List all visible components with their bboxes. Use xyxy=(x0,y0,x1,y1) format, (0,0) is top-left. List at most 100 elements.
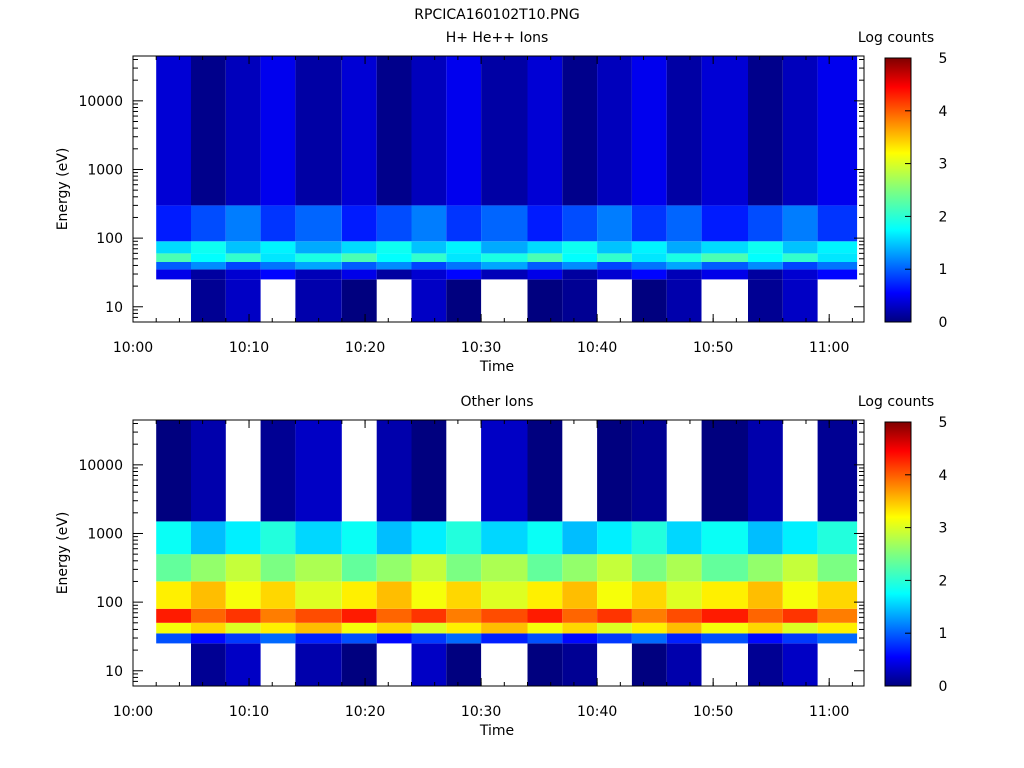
x-tick-label: 10:00 xyxy=(113,704,153,720)
heatmap-cell xyxy=(376,241,412,254)
x-tick-label: 10:40 xyxy=(577,340,617,356)
heatmap-cell xyxy=(411,521,447,555)
heatmap-cell xyxy=(446,622,482,634)
heatmap-cell xyxy=(701,253,748,262)
heatmap-cell xyxy=(295,269,342,280)
heatmap-cell xyxy=(562,622,598,634)
y-tick-label: 100 xyxy=(96,595,123,611)
heatmap-cell xyxy=(446,581,482,609)
heatmap-cell xyxy=(527,521,563,555)
heatmap-cell xyxy=(817,420,858,522)
heatmap-cell xyxy=(481,622,528,634)
heatmap-cell xyxy=(225,554,261,582)
heatmap-cell xyxy=(295,420,342,522)
colorbar-tick-label: 5 xyxy=(939,51,948,67)
colorbar-frame xyxy=(884,57,912,323)
heatmap-cell xyxy=(191,420,226,522)
heatmap-cell xyxy=(748,581,783,609)
colorbar-frame xyxy=(884,421,912,687)
heatmap-cell xyxy=(446,521,482,555)
heatmap-cell xyxy=(748,608,783,623)
heatmap-cell xyxy=(562,261,598,270)
x-tick-label: 10:00 xyxy=(113,340,153,356)
colorbar-tick-label: 4 xyxy=(939,104,948,120)
colorbar-tick-label: 1 xyxy=(939,262,948,278)
heatmap-cell xyxy=(411,56,447,206)
colorbar-tick-label: 0 xyxy=(939,315,948,331)
heatmap-cells xyxy=(156,420,858,686)
heatmap-cell xyxy=(411,643,447,686)
heatmap-cell xyxy=(817,241,858,254)
heatmap-cell xyxy=(701,608,748,623)
heatmap-cell xyxy=(260,581,296,609)
heatmap-cell xyxy=(631,56,667,206)
heatmap-cell xyxy=(225,633,261,644)
plot-frame xyxy=(132,419,865,687)
heatmap-cell xyxy=(260,56,296,206)
heatmap-cell xyxy=(260,608,296,623)
heatmap-cell xyxy=(376,554,412,582)
heatmap-cell xyxy=(631,633,667,644)
heatmap-cell xyxy=(446,608,482,623)
heatmap-cell xyxy=(666,581,702,609)
colorbar-tick-label: 2 xyxy=(939,209,948,225)
heatmap-cell xyxy=(191,633,226,644)
heatmap-cell xyxy=(782,279,818,322)
heatmap-cell xyxy=(666,643,702,686)
heatmap-cell xyxy=(597,608,632,623)
heatmap-cell xyxy=(446,205,482,242)
heatmap-cell xyxy=(597,253,632,262)
x-axis-label: Time xyxy=(479,723,514,739)
heatmap-cell xyxy=(701,205,748,242)
heatmap-cell xyxy=(260,622,296,634)
heatmap-cell xyxy=(191,279,226,322)
heatmap-cell xyxy=(376,608,412,623)
heatmap-cell xyxy=(562,554,598,582)
panel-other-ions: Other Ions 10:00 10:10 10:20 10:30 10:40 10:5… xyxy=(55,394,948,739)
heatmap-cell xyxy=(631,205,667,242)
heatmap-cell xyxy=(597,56,632,206)
heatmap-cell xyxy=(295,554,342,582)
heatmap-cell xyxy=(411,581,447,609)
colorbar-tick-label: 3 xyxy=(939,157,948,173)
plot-frame xyxy=(132,55,865,323)
x-axis-ticks: 10:00 10:10 10:20 10:30 10:40 10:50 11:00 xyxy=(113,420,853,720)
heatmap-cell xyxy=(782,554,818,582)
colorbar-tick-label: 1 xyxy=(939,626,948,642)
heatmap-cell xyxy=(446,261,482,270)
heatmap-cell xyxy=(782,261,818,270)
x-tick-label: 10:20 xyxy=(345,340,385,356)
heatmap-cell xyxy=(225,261,261,270)
heatmap-cell xyxy=(191,56,226,206)
heatmap-cell xyxy=(597,241,632,254)
heatmap-cell xyxy=(260,521,296,555)
panel-title: H+ He++ Ions xyxy=(446,30,549,46)
heatmap-cell xyxy=(411,261,447,270)
heatmap-cell xyxy=(817,608,858,623)
y-tick-label: 10000 xyxy=(78,458,123,474)
x-tick-label: 11:00 xyxy=(809,340,849,356)
heatmap-cell xyxy=(748,521,783,555)
heatmap-cell xyxy=(481,205,528,242)
heatmap-cell xyxy=(411,608,447,623)
heatmap-cell xyxy=(481,253,528,262)
heatmap-cell xyxy=(782,521,818,555)
heatmap-cell xyxy=(156,633,191,644)
heatmap-cell xyxy=(191,261,226,270)
heatmap-cell xyxy=(341,581,377,609)
heatmap-cell xyxy=(782,633,818,644)
heatmap-cell xyxy=(225,205,261,242)
heatmap-cell xyxy=(260,205,296,242)
heatmap-cell xyxy=(295,56,342,206)
heatmap-cell xyxy=(411,279,447,322)
heatmap-cell xyxy=(481,269,528,280)
heatmap-cell xyxy=(666,622,702,634)
heatmap-cell xyxy=(341,521,377,555)
heatmap-cell xyxy=(225,241,261,254)
heatmap-cell xyxy=(411,633,447,644)
heatmap-cell xyxy=(562,205,598,242)
heatmap-cell xyxy=(481,633,528,644)
heatmap-cell xyxy=(748,554,783,582)
x-tick-label: 10:10 xyxy=(229,704,269,720)
heatmap-cell xyxy=(666,253,702,262)
